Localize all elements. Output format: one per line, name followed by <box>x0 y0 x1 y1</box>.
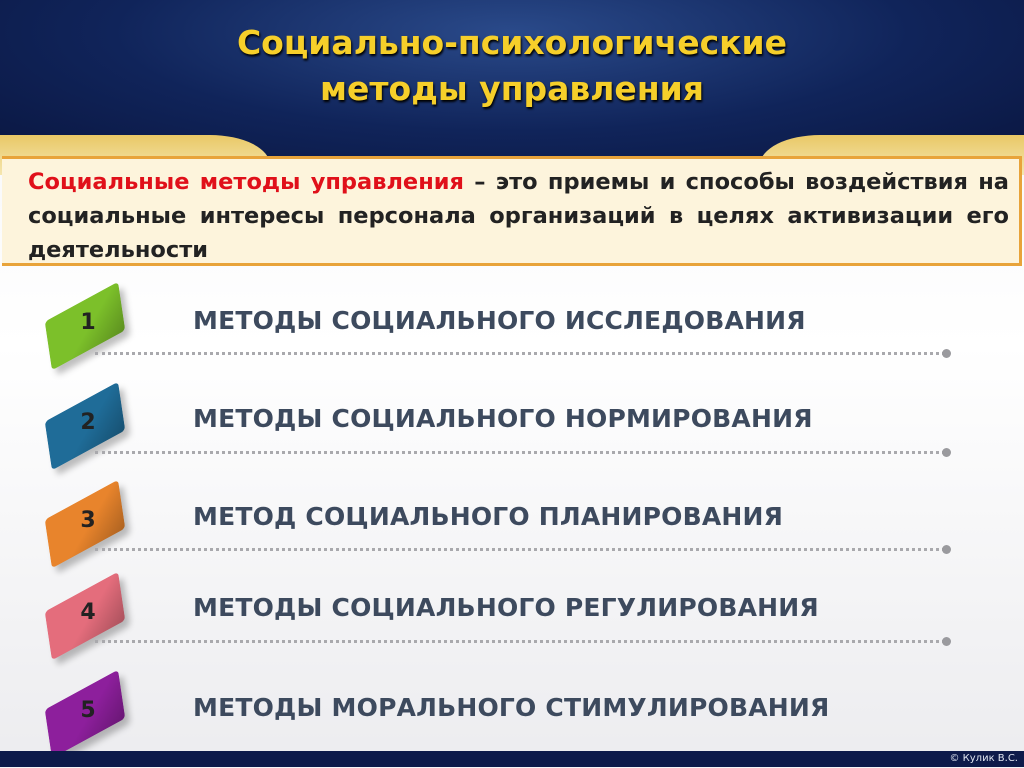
list-item: 5 МЕТОДЫ МОРАЛЬНОГО СТИМУЛИРОВАНИЯ <box>0 669 1024 768</box>
header-banner: Социально-психологические методы управле… <box>0 0 1024 160</box>
cube-icon: 3 <box>38 479 134 569</box>
item-number: 2 <box>80 410 96 435</box>
cube-icon: 4 <box>38 571 134 661</box>
item-number: 1 <box>80 310 96 335</box>
cube-icon: 5 <box>38 669 134 759</box>
definition-box: Социальные методы управления – это прием… <box>2 156 1022 266</box>
dotted-divider <box>95 352 945 355</box>
divider-dot <box>942 545 951 554</box>
divider-dot <box>942 349 951 358</box>
item-label: МЕТОДЫ СОЦИАЛЬНОГО РЕГУЛИРОВАНИЯ <box>193 593 819 622</box>
item-number: 3 <box>80 508 96 533</box>
copyright: © Кулик В.С. <box>949 753 1018 764</box>
item-number: 5 <box>80 698 96 723</box>
title-line-2: методы управления <box>320 69 704 108</box>
item-label: МЕТОДЫ СОЦИАЛЬНОГО НОРМИРОВАНИЯ <box>193 404 813 433</box>
dotted-divider <box>95 640 945 643</box>
slide-title: Социально-психологические методы управле… <box>0 20 1024 112</box>
list-item: 1 МЕТОДЫ СОЦИАЛЬНОГО ИССЛЕДОВАНИЯ <box>0 281 1024 380</box>
title-line-1: Социально-психологические <box>236 23 788 62</box>
list-item: 2 МЕТОДЫ СОЦИАЛЬНОГО НОРМИРОВАНИЯ <box>0 381 1024 480</box>
list-item: 4 МЕТОДЫ СОЦИАЛЬНОГО РЕГУЛИРОВАНИЯ <box>0 571 1024 670</box>
footer-bar: © Кулик В.С. <box>0 751 1024 767</box>
list-item: 3 МЕТОД СОЦИАЛЬНОГО ПЛАНИРОВАНИЯ <box>0 479 1024 578</box>
divider-dot <box>942 637 951 646</box>
item-label: МЕТОДЫ СОЦИАЛЬНОГО ИССЛЕДОВАНИЯ <box>193 306 806 335</box>
cube-icon: 2 <box>38 381 134 471</box>
cube-icon: 1 <box>38 281 134 371</box>
dotted-divider <box>95 451 945 454</box>
divider-dot <box>942 448 951 457</box>
definition-term: Социальные методы управления <box>28 169 464 195</box>
definition-text: – это приемы и способы воздействия на со… <box>28 169 1009 263</box>
dotted-divider <box>95 548 945 551</box>
item-label: МЕТОД СОЦИАЛЬНОГО ПЛАНИРОВАНИЯ <box>193 502 784 531</box>
item-number: 4 <box>80 600 96 625</box>
item-label: МЕТОДЫ МОРАЛЬНОГО СТИМУЛИРОВАНИЯ <box>193 693 830 722</box>
